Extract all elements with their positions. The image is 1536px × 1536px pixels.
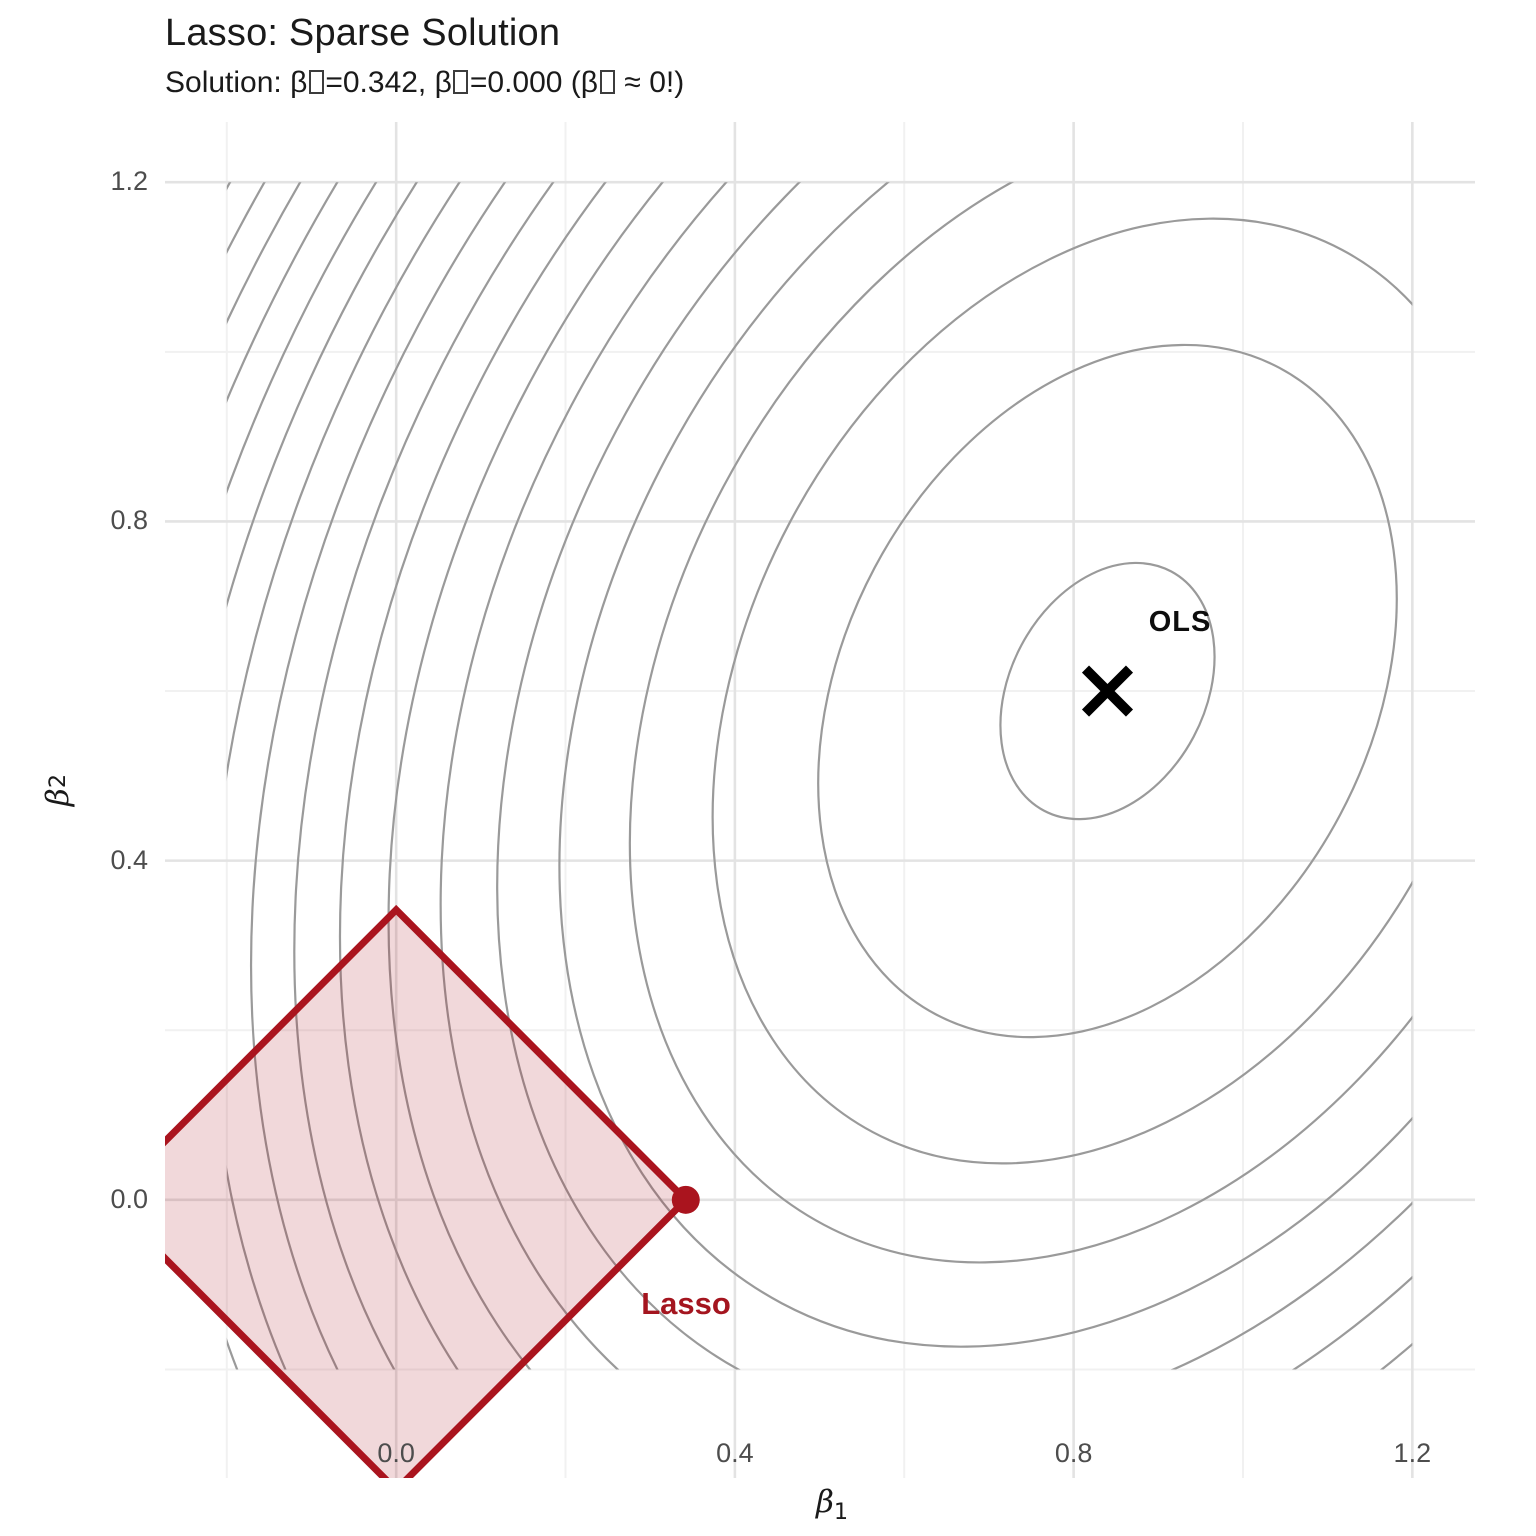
contour-ellipse: [999, 561, 1216, 821]
chart-title: Lasso: Sparse Solution: [165, 12, 561, 54]
x-tick-label: 0.8: [1054, 1438, 1093, 1468]
x-axis-title: β1: [772, 1484, 892, 1525]
x-tick-label: 0.0: [377, 1438, 415, 1468]
y-tick-label: 0.0: [110, 1183, 148, 1214]
contour-ellipse: [711, 217, 1413, 1165]
ols-x-stroke-2: [1081, 665, 1134, 717]
missing-glyph-box: [308, 70, 324, 95]
lasso-solution-point: [671, 1185, 700, 1214]
minor-gridlines: [165, 122, 1475, 1478]
x-tick-label: 0.4: [716, 1438, 754, 1468]
contour-ellipse: [628, 182, 1413, 1264]
missing-glyph-box: [599, 70, 615, 95]
missing-glyph-box: [453, 70, 469, 95]
ols-x-marker: [1081, 665, 1134, 717]
y-axis-subscript: 2: [45, 773, 71, 789]
y-tick-label: 0.4: [110, 844, 148, 875]
chart-subtitle: Solution: β =0.342, β =0.000 (β ≈ 0!): [165, 66, 685, 99]
contour-ellipse: [496, 182, 1413, 1370]
contour-ellipse: [817, 343, 1398, 1039]
y-tick-label: 1.2: [110, 166, 148, 197]
contour-ellipse: [439, 182, 1413, 1370]
contour-ellipse: [338, 182, 1413, 1370]
contour-ellipse: [387, 182, 1413, 1370]
y-tick-label: 0.8: [110, 505, 148, 536]
ols-point-label: OLS: [1148, 606, 1212, 638]
x-axis-subscript: 1: [833, 1499, 849, 1526]
contour-ellipse: [558, 182, 1413, 1348]
lasso-point-label: Lasso: [641, 1286, 731, 1321]
x-axis-symbol: β: [815, 1484, 834, 1520]
y-axis-symbol: β: [40, 788, 76, 807]
l1-constraint-diamond: [165, 904, 691, 1478]
x-tick-label: 1.2: [1393, 1438, 1432, 1468]
